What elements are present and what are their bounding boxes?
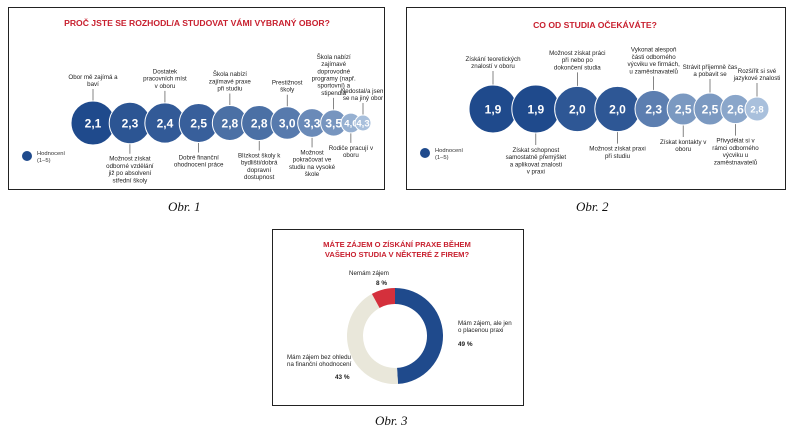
slice-value-label: 49 % bbox=[458, 341, 473, 348]
category-label: Možnost pokračovat ve studiu na vysoké škol… bbox=[289, 149, 336, 178]
slice-label: Mám zájem bez ohledu na finanční ohodnoce… bbox=[287, 354, 352, 368]
chart-title-line: MÁTE ZÁJEM O ZÍSKÁNÍ PRAXE BĚHEM bbox=[323, 240, 471, 249]
bubble-value-label: 3,3 bbox=[304, 117, 321, 131]
chart-panel-1: PROČ JSTE SE ROZHODL/A STUDOVAT VÁMI VYB… bbox=[8, 7, 385, 190]
bubble-value-label: 3,0 bbox=[279, 117, 296, 131]
figure-caption-1: Obr. 1 bbox=[168, 199, 201, 214]
bubble-value-label: 2,0 bbox=[609, 103, 626, 117]
bubble-value-label: 2,5 bbox=[190, 117, 207, 131]
category-label: Prestižnost školy bbox=[272, 80, 303, 94]
chart-title: PROČ JSTE SE ROZHODL/A STUDOVAT VÁMI VYB… bbox=[64, 17, 330, 28]
category-label: Dobré finanční ohodnocení práce bbox=[174, 154, 224, 168]
category-label: Blízkost školy k bydlišti/dobrá dopravní do… bbox=[238, 153, 281, 182]
slice-label: Mám zájem, ale jen o placenou praxi bbox=[458, 320, 512, 334]
slice-label: Nemám zájem bbox=[349, 270, 389, 277]
legend-label: Hodnocení (1–5) bbox=[37, 151, 65, 164]
bubble-chart-2: CO OD STUDIA OČEKÁVÁTE? 1,9 Získání teoret… bbox=[420, 19, 781, 176]
bubble-value-label: 2,1 bbox=[85, 117, 102, 131]
chart-panel-2: CO OD STUDIA OČEKÁVÁTE? 1,9 Získání teoret… bbox=[406, 7, 786, 190]
category-label: Možnost získat odborné vzdělání již po abs… bbox=[106, 156, 154, 185]
category-label: Získání teoretických znalostí v oboru bbox=[465, 56, 521, 70]
figure-caption-2: Obr. 2 bbox=[576, 199, 609, 214]
bubble-value-label: 4,0 bbox=[344, 119, 357, 130]
bubble-chart-1: PROČ JSTE SE ROZHODL/A STUDOVAT VÁMI VYB… bbox=[22, 17, 385, 185]
bubble-value-label: 2,8 bbox=[251, 117, 268, 131]
donut-slice bbox=[347, 293, 399, 384]
bubble-value-label: 4,3 bbox=[356, 119, 369, 130]
bubble-value-label: 2,8 bbox=[750, 105, 763, 116]
chart-title-line: VAŠEHO STUDIA V NĚKTERÉ Z FIREM? bbox=[325, 250, 470, 259]
category-label: Nedostal/a jsem se na jiný obor bbox=[341, 88, 383, 102]
category-label: Strávit příjemně čas a pobavit se bbox=[683, 64, 738, 78]
legend-marker bbox=[420, 148, 430, 158]
chart-panel-3: MÁTE ZÁJEM O ZÍSKÁNÍ PRAXE BĚHEM VAŠEHO S… bbox=[272, 229, 524, 406]
category-label: Rodiče pracují v oboru bbox=[329, 145, 374, 159]
category-label: Škola nabízí zajímavé doprovodné programy (… bbox=[312, 54, 356, 97]
bubble-value-label: 2,5 bbox=[702, 103, 719, 117]
bubble-value-label: 2,4 bbox=[157, 117, 174, 131]
category-label: Možnost získat praxi při studiu bbox=[589, 146, 645, 160]
category-label: Rozšířit si své jazykové znalosti bbox=[733, 68, 781, 82]
bubble-value-label: 1,9 bbox=[527, 103, 544, 117]
donut-slice bbox=[395, 288, 444, 384]
bubble-value-label: 2,6 bbox=[727, 103, 744, 117]
category-label: Získat kontakty v oboru bbox=[660, 139, 707, 153]
category-label: Vykonat alespoň části odborného výcviku ve… bbox=[628, 47, 681, 76]
bubble-value-label: 2,3 bbox=[645, 103, 662, 117]
figure-caption-3: Obr. 3 bbox=[375, 413, 408, 428]
donut-slice bbox=[371, 288, 395, 308]
legend-marker bbox=[22, 151, 32, 161]
slice-value-label: 8 % bbox=[376, 280, 387, 287]
bubble-value-label: 3,5 bbox=[325, 117, 342, 131]
bubble-value-label: 2,8 bbox=[222, 117, 239, 131]
legend-label: Hodnocení (1–5) bbox=[435, 148, 463, 161]
category-label: Možnost získat práci při nebo po dokončení… bbox=[549, 50, 605, 71]
category-label: Dostatek pracovních míst v oboru bbox=[143, 69, 187, 90]
bubble-value-label: 1,9 bbox=[485, 103, 502, 117]
chart-title: CO OD STUDIA OČEKÁVÁTE? bbox=[533, 19, 657, 30]
category-label: Obor mě zajímá a baví bbox=[68, 74, 118, 88]
category-label: Získat schopnost samostatně přemýšlet a ap… bbox=[506, 147, 567, 176]
bubble-point bbox=[354, 114, 372, 132]
bubble-point bbox=[744, 96, 770, 122]
slice-value-label: 43 % bbox=[335, 374, 350, 381]
bubble-value-label: 2,5 bbox=[675, 103, 692, 117]
bubble-value-label: 2,3 bbox=[122, 117, 139, 131]
category-label: Škola nabízí zajímavé praxe při studiu bbox=[209, 71, 252, 92]
bubble-value-label: 2,0 bbox=[569, 103, 586, 117]
